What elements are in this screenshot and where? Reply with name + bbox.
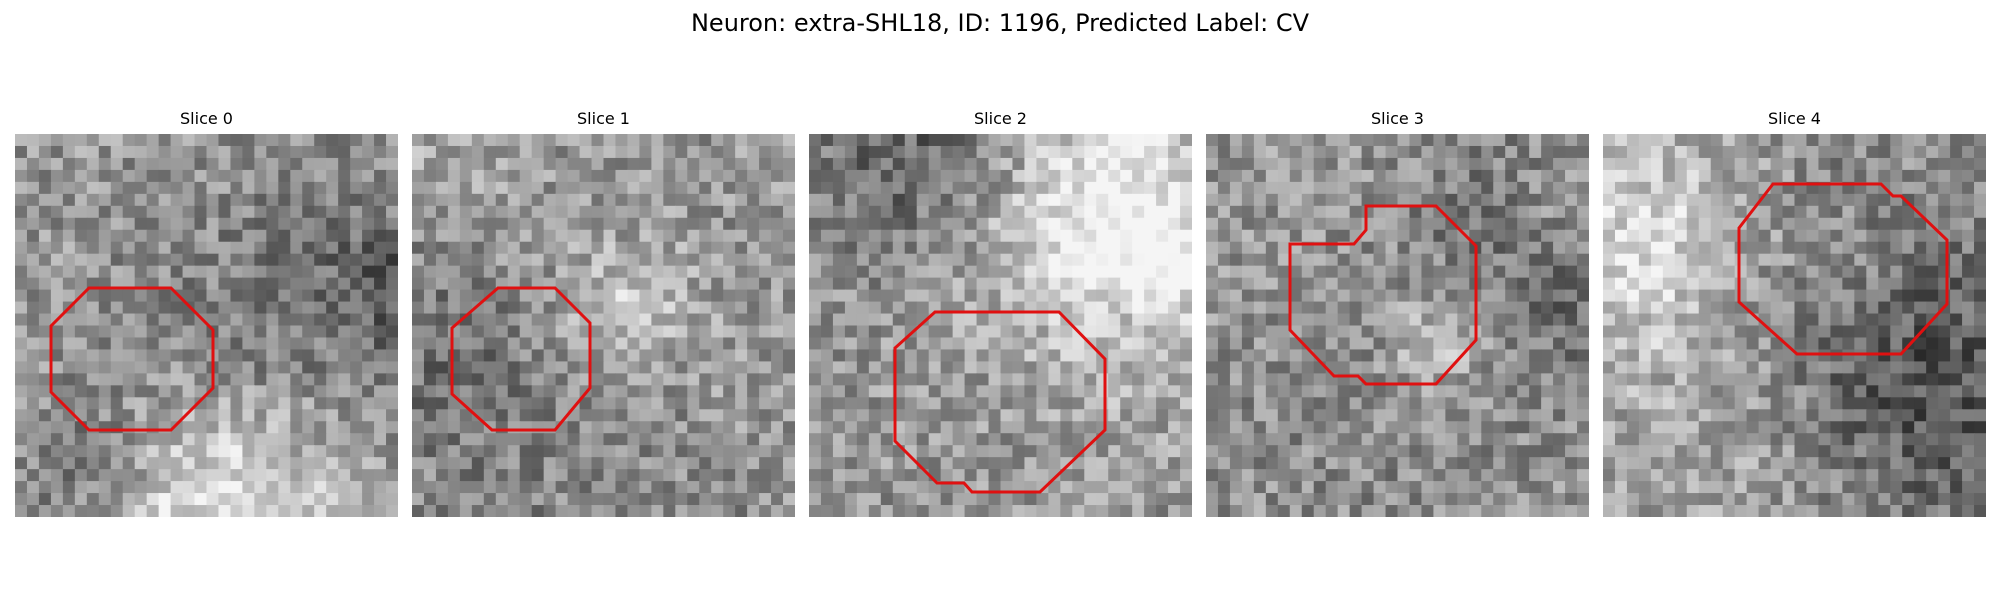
slice-title: Slice 0 [180, 109, 233, 128]
slice-image [1603, 134, 1986, 517]
slice-image [15, 134, 398, 517]
slice-title: Slice 3 [1371, 109, 1424, 128]
slice-image [412, 134, 795, 517]
slice-panel-4: Slice 4 [1603, 108, 1986, 517]
slice-title: Slice 4 [1768, 109, 1821, 128]
pixel-grid [1603, 134, 1986, 517]
roi-outline-icon [893, 310, 1107, 494]
slice-panel-2: Slice 2 [809, 108, 1192, 517]
slice-panel-0: Slice 0 [15, 108, 398, 517]
slice-panel-3: Slice 3 [1206, 108, 1589, 517]
pixel-grid [15, 134, 398, 517]
slice-image [809, 134, 1192, 517]
slice-image [1206, 134, 1589, 517]
slice-title: Slice 2 [974, 109, 1027, 128]
pixel-grid [809, 134, 1192, 517]
pixel-grid [412, 134, 795, 517]
roi-outline-icon [1288, 204, 1478, 386]
slice-panel-1: Slice 1 [412, 108, 795, 517]
figure-title: Neuron: extra-SHL18, ID: 1196, Predicted… [690, 9, 1310, 37]
slice-title: Slice 1 [577, 109, 630, 128]
pixel-grid [1206, 134, 1589, 517]
roi-outline-icon [49, 286, 215, 432]
roi-outline-icon [450, 286, 592, 432]
roi-outline-icon [1737, 182, 1949, 356]
